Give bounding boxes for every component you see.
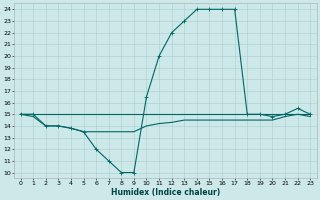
X-axis label: Humidex (Indice chaleur): Humidex (Indice chaleur) (111, 188, 220, 197)
